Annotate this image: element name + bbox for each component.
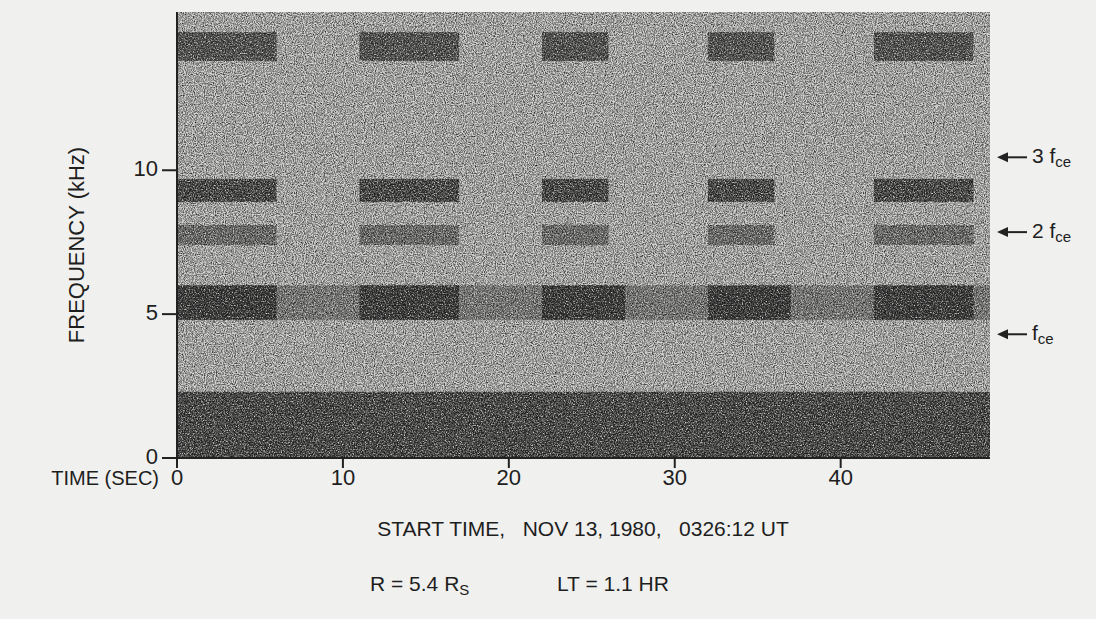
emission-band <box>360 179 460 202</box>
annotation-label-subscript: ce <box>1055 228 1071 245</box>
radius-note: R = 5.4 RS <box>370 572 469 598</box>
annotation-label: 3 fce <box>1032 144 1071 170</box>
emission-band <box>177 285 990 320</box>
y-axis-title: FREQUENCY (kHz) <box>64 147 89 343</box>
emission-band <box>874 179 974 202</box>
local-time-note-main: LT = 1.1 HR <box>557 572 669 595</box>
emission-band <box>542 179 608 202</box>
annotation-arrow <box>1005 333 1027 335</box>
y-axis-line <box>176 12 178 458</box>
emission-band <box>360 32 460 61</box>
emission-band <box>874 225 974 245</box>
annotation-label-main: 3 f <box>1032 144 1056 167</box>
y-tick-label: 5 <box>146 300 158 325</box>
start-time-note: START TIME, NOV 13, 1980, 0326:12 UT <box>377 517 789 540</box>
emission-band <box>177 32 277 61</box>
emission-band <box>708 285 791 320</box>
emission-band <box>177 285 277 320</box>
emission-band <box>177 225 277 245</box>
radius-note-subscript: S <box>459 581 469 598</box>
emission-band <box>874 285 974 320</box>
y-tick-label: 10 <box>134 156 158 181</box>
y-tick <box>162 313 177 315</box>
arrow-head <box>997 227 1008 237</box>
emission-band <box>708 179 774 202</box>
emission-band <box>542 225 608 245</box>
x-tick-label: 0 <box>171 465 183 490</box>
emission-band <box>542 32 608 61</box>
annotation-label-subscript: ce <box>1055 153 1071 170</box>
local-time-note: LT = 1.1 HR <box>557 572 669 595</box>
emission-band <box>360 225 460 245</box>
noise-texture <box>177 12 990 458</box>
emission-band <box>874 32 974 61</box>
x-axis-line <box>177 457 990 459</box>
chart: 0 5 10 0 10 20 30 40 TIME (SEC) FREQUENCY (kHz) 3 … <box>0 0 1096 619</box>
annotation-label-main: 2 f <box>1032 219 1056 242</box>
annotation-label-subscript: ce <box>1038 330 1054 347</box>
emission-band <box>360 285 460 320</box>
emission-band <box>708 32 774 61</box>
plot-area <box>177 12 990 458</box>
arrow-head <box>997 152 1008 162</box>
annotation-arrow <box>1005 231 1027 233</box>
x-tick-label: 20 <box>497 465 521 490</box>
y-tick <box>162 457 177 459</box>
annotation-label: 2 fce <box>1032 219 1071 245</box>
emission-band <box>708 225 774 245</box>
x-tick-label: 30 <box>663 465 687 490</box>
x-tick-label: 40 <box>828 465 852 490</box>
arrow-head <box>997 329 1008 339</box>
start-time-note-main: START TIME, NOV 13, 1980, 0326:12 UT <box>377 517 789 540</box>
annotation-arrow <box>1005 156 1027 158</box>
x-axis-title: TIME (SEC) <box>51 467 159 489</box>
x-tick-label: 10 <box>331 465 355 490</box>
y-tick <box>162 169 177 171</box>
plot-background <box>177 12 990 458</box>
annotation-label: fce <box>1032 321 1054 347</box>
radius-note-main: R = 5.4 R <box>370 572 459 595</box>
emission-band <box>542 285 625 320</box>
emission-band <box>177 179 277 202</box>
emission-band <box>177 392 990 458</box>
y-tick-label: 0 <box>146 444 158 469</box>
